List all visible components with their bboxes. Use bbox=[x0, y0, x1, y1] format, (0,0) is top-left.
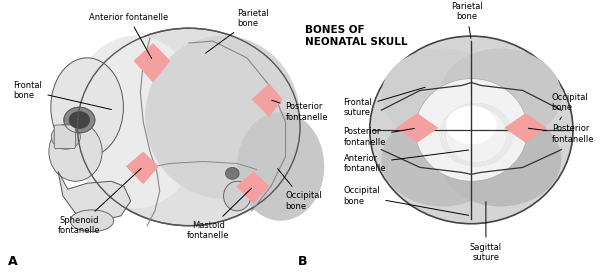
Text: Frontal
bone: Frontal bone bbox=[14, 81, 112, 110]
Ellipse shape bbox=[49, 122, 102, 181]
Text: A: A bbox=[8, 255, 17, 268]
Polygon shape bbox=[396, 113, 439, 143]
Ellipse shape bbox=[145, 36, 300, 199]
Ellipse shape bbox=[382, 49, 503, 142]
Ellipse shape bbox=[68, 36, 203, 208]
Ellipse shape bbox=[237, 112, 324, 221]
Text: B: B bbox=[298, 255, 308, 268]
Ellipse shape bbox=[382, 113, 503, 206]
Ellipse shape bbox=[70, 210, 114, 232]
Polygon shape bbox=[236, 171, 269, 204]
Polygon shape bbox=[504, 113, 547, 143]
Ellipse shape bbox=[224, 181, 251, 211]
Text: Mastoid
fontanelle: Mastoid fontanelle bbox=[187, 188, 251, 240]
Ellipse shape bbox=[64, 107, 95, 133]
Ellipse shape bbox=[69, 111, 90, 129]
Text: Posterior
fontanelle: Posterior fontanelle bbox=[529, 124, 594, 144]
Text: BONES OF
NEONATAL SKULL: BONES OF NEONATAL SKULL bbox=[305, 25, 407, 47]
Polygon shape bbox=[134, 43, 170, 83]
Text: Parietal
bone: Parietal bone bbox=[451, 2, 482, 38]
Text: Frontal
suture: Frontal suture bbox=[344, 87, 425, 117]
Ellipse shape bbox=[51, 58, 124, 157]
Text: Anterior fontanelle: Anterior fontanelle bbox=[89, 13, 169, 58]
Ellipse shape bbox=[51, 124, 80, 149]
Text: Sphenoid
fontanelle: Sphenoid fontanelle bbox=[58, 168, 141, 235]
Text: Anterior
fontanelle: Anterior fontanelle bbox=[344, 150, 469, 173]
Polygon shape bbox=[126, 152, 159, 184]
Polygon shape bbox=[58, 171, 131, 221]
Ellipse shape bbox=[77, 28, 300, 226]
Ellipse shape bbox=[439, 49, 562, 142]
Text: Sagittal
suture: Sagittal suture bbox=[470, 202, 502, 262]
Text: Occipital
bone: Occipital bone bbox=[552, 93, 589, 120]
Text: Occipital
bone: Occipital bone bbox=[278, 169, 322, 211]
Text: Posterior
fontanelle: Posterior fontanelle bbox=[272, 100, 328, 122]
Text: Parietal
bone: Parietal bone bbox=[206, 9, 269, 53]
Ellipse shape bbox=[446, 106, 497, 144]
Text: Occipital
bone: Occipital bone bbox=[344, 186, 469, 215]
Ellipse shape bbox=[370, 36, 573, 224]
Polygon shape bbox=[251, 83, 283, 117]
Ellipse shape bbox=[415, 79, 527, 181]
Ellipse shape bbox=[439, 113, 562, 206]
Text: Posterior
fontanelle: Posterior fontanelle bbox=[344, 127, 415, 146]
Ellipse shape bbox=[226, 167, 239, 179]
FancyBboxPatch shape bbox=[54, 125, 76, 149]
